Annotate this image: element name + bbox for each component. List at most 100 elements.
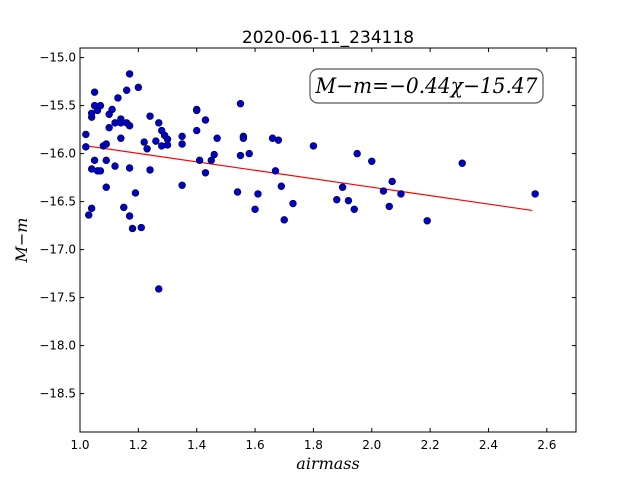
x-tick-label: 1.8 [304, 438, 323, 452]
plot-area [82, 70, 539, 293]
data-point [338, 183, 347, 191]
y-axis-label: M−m [12, 218, 31, 264]
data-point [333, 195, 341, 204]
data-point [309, 142, 318, 150]
x-tick-label: 2.2 [421, 438, 440, 452]
data-point [143, 145, 151, 153]
data-point [152, 137, 160, 145]
x-tick-label: 2.4 [479, 438, 498, 452]
data-point [178, 132, 186, 141]
data-point [82, 143, 90, 151]
data-point [195, 156, 204, 165]
y-tick-label: −15.0 [39, 51, 76, 65]
data-point [82, 130, 90, 139]
data-point [274, 136, 283, 144]
data-point [125, 164, 134, 172]
data-point [531, 190, 539, 198]
annotation-box [309, 68, 544, 104]
data-point [146, 166, 154, 174]
data-point [125, 122, 134, 130]
axes: 1.0 1.2 1.4 1.6 1.8 2.0 2.2 2.4 2.6 −15.0 −15.5 −16… [39, 47, 577, 452]
data-point [385, 202, 393, 211]
data-point [111, 162, 119, 170]
data-point [193, 106, 201, 115]
chart-title: 2020-06-11_234118 [242, 28, 414, 48]
annotation-text: M−m=−0.44χ−15.47 [315, 74, 539, 98]
data-point [155, 285, 163, 293]
data-point [134, 83, 143, 92]
data-point [90, 88, 99, 96]
data-point [102, 156, 110, 165]
data-point [388, 177, 396, 186]
data-point [251, 205, 259, 213]
data-point [108, 105, 116, 114]
data-point [102, 183, 110, 191]
y-tick-label: −17.5 [39, 291, 76, 305]
data-point [163, 141, 172, 149]
data-point [233, 188, 242, 196]
x-tick-label: 1.4 [187, 438, 206, 452]
y-tick-label: −16.5 [39, 195, 76, 209]
data-point [277, 182, 286, 190]
x-tick-label: 1.2 [129, 438, 148, 452]
data-point [178, 140, 186, 148]
data-point [458, 159, 466, 167]
data-point [344, 196, 353, 205]
data-point [137, 223, 145, 232]
x-tick-label: 2.0 [362, 438, 381, 452]
plot-frame [79, 47, 577, 433]
data-point [105, 123, 113, 132]
y-tick-label: −18.5 [39, 387, 76, 401]
data-point [423, 217, 431, 225]
data-point [368, 157, 376, 165]
data-point [117, 134, 125, 142]
data-point [350, 205, 358, 213]
data-point [102, 140, 110, 148]
data-point [114, 94, 122, 102]
y-tick-label: −18.0 [39, 339, 76, 353]
data-point [201, 169, 210, 177]
data-point [128, 224, 137, 233]
data-point [397, 190, 405, 198]
data-point [236, 151, 245, 160]
data-point [210, 150, 218, 159]
data-point [245, 149, 253, 158]
data-point [96, 101, 105, 110]
y-tick-label: −17.0 [39, 243, 76, 257]
data-point [155, 119, 163, 127]
fit-line [85, 145, 533, 212]
data-point [271, 167, 280, 175]
x-tick-label: 1.0 [70, 438, 89, 452]
y-tick-label: −16.0 [39, 147, 76, 161]
x-axis-label: airmass [296, 454, 359, 473]
x-tick-label: 2.6 [537, 438, 556, 452]
data-point [236, 99, 245, 108]
data-point [146, 112, 154, 120]
y-tick-label: −15.5 [39, 99, 76, 113]
data-point [207, 156, 215, 165]
data-point [213, 134, 221, 142]
fit-annotation: M−m=−0.44χ−15.47 [309, 68, 544, 104]
data-point [254, 190, 262, 198]
data-point [379, 187, 388, 195]
x-tick-label: 1.6 [246, 438, 265, 452]
data-point [289, 199, 297, 208]
data-point [125, 212, 134, 220]
data-point [85, 211, 93, 219]
data-point [87, 204, 96, 213]
data-point [239, 134, 248, 142]
data-point [201, 116, 210, 124]
data-point [280, 216, 288, 224]
data-point [140, 138, 148, 146]
data-point [122, 86, 131, 94]
data-point [90, 156, 99, 165]
data-point [87, 109, 96, 117]
data-point [131, 189, 140, 197]
data-point [120, 203, 128, 212]
data-point [96, 167, 105, 175]
data-point [193, 126, 201, 135]
data-point [178, 181, 186, 189]
data-point [353, 149, 361, 158]
data-point [125, 70, 134, 78]
